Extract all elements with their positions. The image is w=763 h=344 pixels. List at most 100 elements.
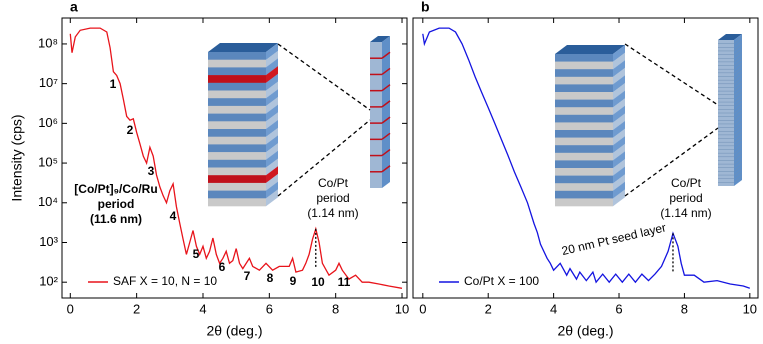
period-note: (11.6 nm): [90, 212, 142, 226]
inset-note: period: [316, 191, 349, 205]
stack-layer: [555, 175, 613, 184]
stack-side-layer: [266, 143, 278, 161]
stack-layer: [555, 130, 613, 138]
stack-layer: [208, 105, 266, 114]
period-note: [Co/Pt]₉/Co/Ru: [74, 182, 157, 196]
x-tick-label: 0: [419, 301, 426, 316]
column-line: [381, 67, 391, 76]
stack-side-layer: [266, 158, 278, 176]
order-label: 7: [244, 269, 251, 283]
stack-side-layer: [613, 166, 625, 184]
stack-side-layer: [613, 60, 625, 78]
stack-layer: [208, 175, 266, 184]
x-axis-label: 2θ (deg.): [206, 323, 262, 339]
order-label: 11: [338, 275, 351, 289]
stack-side-layer: [613, 159, 625, 176]
x-tick-label: 6: [615, 301, 622, 316]
x-tick-label: 4: [550, 301, 557, 316]
legend-label: Co/Pt X = 100: [464, 274, 539, 288]
stack-layer: [555, 99, 613, 108]
stack-layer: [555, 61, 613, 70]
x-tick-label: 0: [67, 301, 74, 316]
column-line: [733, 157, 743, 165]
zoom-line: [277, 119, 371, 197]
stack-layer: [555, 122, 613, 131]
column-line: [733, 63, 743, 70]
column-line: [733, 48, 743, 55]
order-label: 8: [267, 271, 274, 285]
y-axis-label: Intensity (cps): [9, 114, 25, 201]
stack-side-layer: [266, 89, 278, 107]
stack-layer: [555, 69, 613, 78]
zoom-line: [624, 127, 719, 197]
column-front: [370, 42, 382, 188]
panel-label: b: [421, 0, 430, 15]
column-line: [733, 95, 743, 103]
stack-side-layer: [613, 113, 625, 131]
stack-layer: [208, 152, 266, 161]
column-line: [381, 100, 391, 108]
column-line: [733, 125, 743, 132]
y-tick-label: 10⁷: [39, 75, 58, 90]
zoom-line: [624, 43, 719, 106]
x-axis-label: 2θ (deg.): [557, 323, 613, 339]
panel-label: a: [70, 0, 78, 15]
column-line: [381, 51, 391, 59]
column-line: [733, 172, 743, 179]
x-tick-label: 2: [485, 301, 492, 316]
data-line: [422, 27, 751, 289]
x-tick-label: 4: [199, 301, 206, 316]
stack-side-layer: [266, 104, 278, 122]
stack-side-layer: [266, 66, 278, 84]
stack-layer: [555, 107, 613, 116]
stack-layer: [208, 82, 266, 91]
column-top: [370, 36, 390, 42]
column-line: [381, 84, 391, 92]
stack-layer: [555, 76, 613, 85]
stack-side-layer: [266, 43, 278, 60]
column-line: [733, 176, 743, 183]
column-line: [733, 150, 743, 158]
stack-layer: [208, 129, 266, 137]
stack-layer: [555, 92, 613, 100]
stack-side-layer: [266, 173, 278, 191]
y-tick-label: 10⁶: [38, 115, 58, 130]
order-label: 9: [290, 274, 297, 288]
stack-layer: [555, 145, 613, 154]
column-line: [733, 168, 743, 176]
inset-note: Co/Pt: [318, 176, 349, 190]
column-line: [381, 165, 391, 173]
column-line: [381, 148, 391, 157]
stack-side-layer: [266, 166, 278, 184]
stack-side-layer: [266, 135, 278, 153]
stack-side-layer: [613, 83, 625, 100]
zoom-line: [277, 43, 371, 111]
x-tick-label: 10: [743, 301, 757, 316]
x-tick-label: 10: [395, 301, 409, 316]
stack-layer: [555, 183, 613, 192]
order-label: 1: [110, 77, 117, 91]
stack-side-layer: [613, 121, 625, 138]
column-line: [733, 146, 743, 154]
order-label: 6: [219, 260, 226, 274]
stack-layer: [208, 136, 266, 145]
stack-layer: [555, 54, 613, 62]
stack-side-layer: [613, 75, 625, 93]
stack-side-layer: [613, 143, 625, 161]
stack-side-layer: [266, 112, 278, 130]
column-line: [733, 44, 743, 52]
y-tick-label: 10⁵: [38, 155, 58, 170]
order-label: 2: [127, 123, 134, 137]
stack-layer: [208, 159, 266, 168]
column-line: [733, 143, 743, 150]
column-line: [733, 81, 743, 88]
column-line: [733, 154, 743, 161]
stack-side-layer: [613, 136, 625, 154]
stack-side-layer: [266, 127, 278, 145]
order-label: 4: [170, 209, 177, 223]
column-line: [733, 165, 743, 172]
column-line: [733, 128, 743, 136]
stack-layer: [555, 84, 613, 93]
stack-layer: [208, 98, 266, 107]
inset-note: period: [669, 191, 702, 205]
